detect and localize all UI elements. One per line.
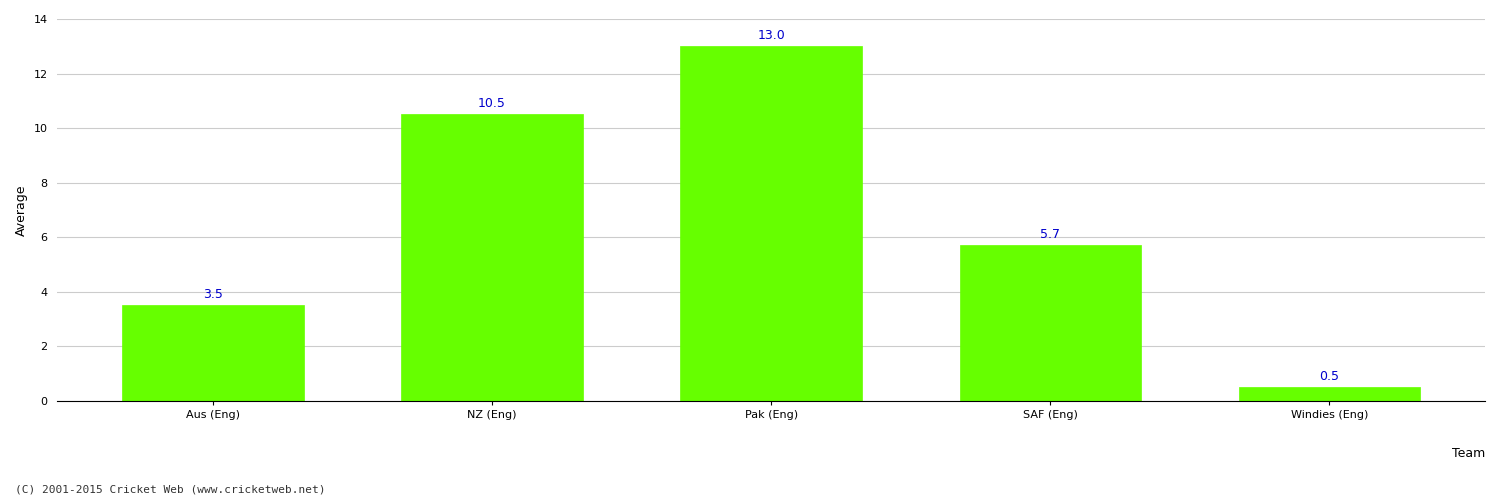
Text: (C) 2001-2015 Cricket Web (www.cricketweb.net): (C) 2001-2015 Cricket Web (www.cricketwe… <box>15 485 326 495</box>
Text: 5.7: 5.7 <box>1041 228 1060 241</box>
Text: 10.5: 10.5 <box>478 98 506 110</box>
Text: 0.5: 0.5 <box>1320 370 1340 383</box>
Bar <box>681 46 862 401</box>
Text: 3.5: 3.5 <box>202 288 223 302</box>
Bar <box>123 306 303 401</box>
Bar <box>1239 387 1420 401</box>
Bar <box>402 114 584 401</box>
Bar <box>960 246 1142 401</box>
Y-axis label: Average: Average <box>15 184 28 236</box>
Text: 13.0: 13.0 <box>758 29 784 42</box>
Text: Team: Team <box>1452 446 1485 460</box>
